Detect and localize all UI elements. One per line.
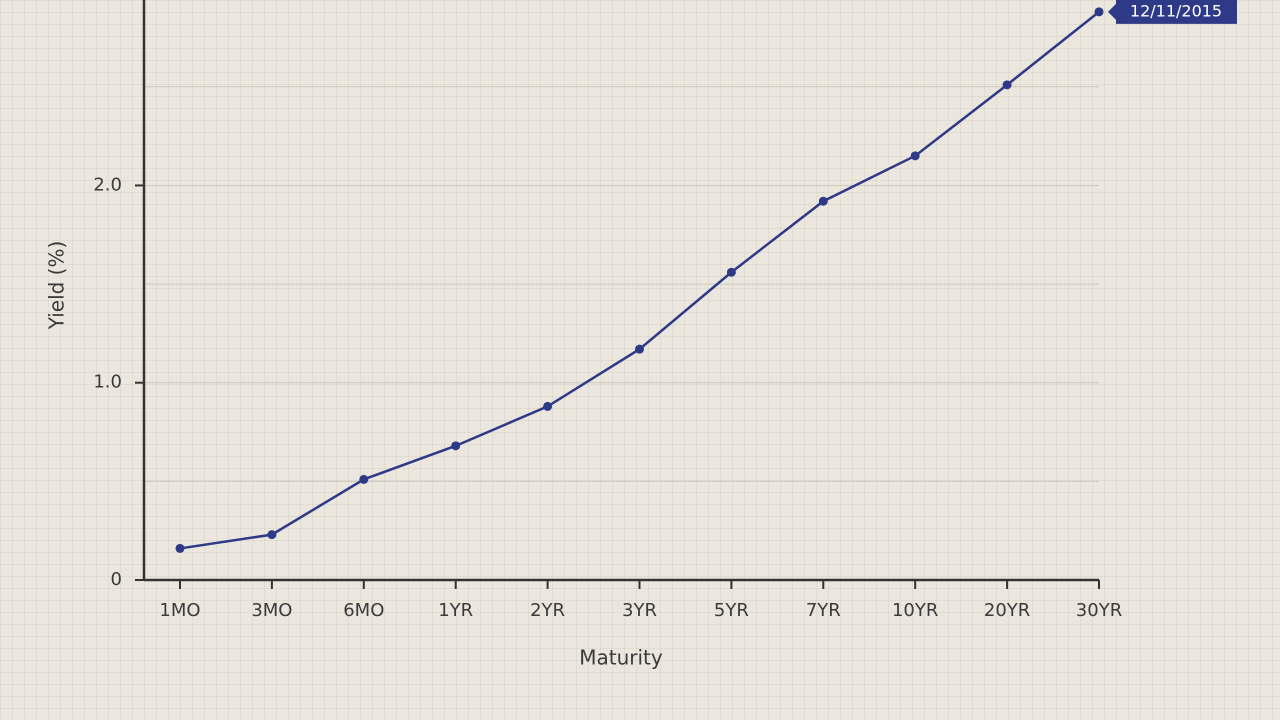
line [179, 10, 1100, 550]
x-tick-label: 6MO [343, 600, 384, 621]
x-tick-label: 7YR [806, 600, 841, 621]
x-axis-title: Maturity [579, 646, 663, 670]
x-tick-label: 30YR [1076, 600, 1122, 621]
point [1002, 80, 1012, 90]
x-tick-label: 2YR [530, 600, 565, 621]
x-tick-label: 3YR [622, 600, 657, 621]
x-tick-label: 10YR [892, 600, 938, 621]
y-tick-label: 1.0 [93, 372, 122, 393]
point [359, 474, 369, 484]
x-tick-label: 1MO [159, 600, 200, 621]
x-tick-label: 20YR [984, 600, 1030, 621]
y-tick-label: 0 [111, 569, 122, 590]
y-tick-label: 2.0 [93, 174, 122, 195]
x-tick-label: 3MO [251, 600, 292, 621]
point [543, 401, 553, 411]
x-tick-label: 5YR [714, 600, 749, 621]
point [451, 441, 461, 451]
point [1094, 7, 1104, 17]
point [818, 196, 828, 206]
y-axis-title: Yield (%) [45, 241, 69, 331]
point [726, 267, 736, 277]
point [267, 530, 277, 540]
point [175, 543, 185, 553]
series-label-box [1108, 0, 1237, 24]
point [910, 151, 920, 161]
series-label: 12/11/2015 [1130, 1, 1222, 20]
point [635, 344, 644, 354]
x-tick-label: 1YR [438, 600, 473, 621]
